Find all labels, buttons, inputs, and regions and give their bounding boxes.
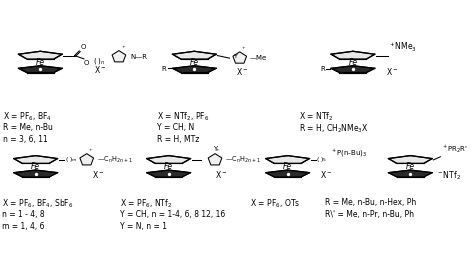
Text: Fe: Fe <box>348 58 357 67</box>
Text: Fe: Fe <box>31 162 40 171</box>
Text: Fe: Fe <box>36 58 45 67</box>
Polygon shape <box>80 154 93 165</box>
Text: R: R <box>162 67 166 73</box>
Text: X = PF$_6$, OTs: X = PF$_6$, OTs <box>250 198 301 210</box>
Text: O: O <box>80 44 86 50</box>
Text: Y = CH, n = 1-4, 6, 8 12, 16: Y = CH, n = 1-4, 6, 8 12, 16 <box>119 210 225 219</box>
Polygon shape <box>14 170 58 177</box>
Text: R = H, CH$_2$NMe$_3$X: R = H, CH$_2$NMe$_3$X <box>299 123 369 135</box>
Polygon shape <box>112 51 126 62</box>
Text: $^+$: $^+$ <box>216 148 221 153</box>
Polygon shape <box>331 66 375 73</box>
Text: $^+$: $^+$ <box>241 46 247 51</box>
Text: X = NTf$_2$: X = NTf$_2$ <box>299 110 334 123</box>
Text: Fe: Fe <box>190 58 199 67</box>
Polygon shape <box>147 156 191 163</box>
Text: —Me: —Me <box>250 55 267 61</box>
Text: X$^-$: X$^-$ <box>215 169 228 180</box>
Text: n = 1 - 4, 8: n = 1 - 4, 8 <box>2 210 45 219</box>
Text: X = PF$_6$, BF$_4$, SbF$_6$: X = PF$_6$, BF$_4$, SbF$_6$ <box>2 198 73 210</box>
Text: n = 3, 6, 11: n = 3, 6, 11 <box>3 135 48 144</box>
Text: Y = CH, N: Y = CH, N <box>157 123 194 132</box>
Text: Fe: Fe <box>283 162 292 171</box>
Text: X = PF$_6$, NTf$_2$: X = PF$_6$, NTf$_2$ <box>119 198 172 210</box>
Text: —C$_n$H$_{2n+1}$: —C$_n$H$_{2n+1}$ <box>225 155 261 165</box>
Polygon shape <box>147 170 191 177</box>
Text: X$^-$: X$^-$ <box>237 66 249 77</box>
Text: $^-$NTf$_2$: $^-$NTf$_2$ <box>436 170 461 182</box>
Text: $^+$NMe$_3$: $^+$NMe$_3$ <box>388 41 417 54</box>
Text: ($\;$)$_n$: ($\;$)$_n$ <box>93 56 105 66</box>
Text: N—R: N—R <box>130 54 147 60</box>
Text: Fe: Fe <box>164 162 173 171</box>
Text: Y = N, n = 1: Y = N, n = 1 <box>119 222 167 232</box>
Text: R = Me, n-Bu: R = Me, n-Bu <box>3 123 53 132</box>
Text: ($\;$)$_5$: ($\;$)$_5$ <box>316 155 328 164</box>
Text: m = 1, 4, 6: m = 1, 4, 6 <box>2 222 45 232</box>
Polygon shape <box>331 51 375 59</box>
Text: Y: Y <box>213 146 217 152</box>
Polygon shape <box>388 156 432 163</box>
Polygon shape <box>208 154 222 165</box>
Text: R = H, MTz: R = H, MTz <box>157 135 200 144</box>
Polygon shape <box>266 156 310 163</box>
Text: $^+$P(n-Bu)$_3$: $^+$P(n-Bu)$_3$ <box>330 147 367 159</box>
Text: Fe: Fe <box>406 162 415 171</box>
Polygon shape <box>173 66 216 73</box>
Polygon shape <box>18 66 62 73</box>
Text: R: R <box>320 67 325 73</box>
Text: X$^-$: X$^-$ <box>320 169 333 180</box>
Text: $^+$: $^+$ <box>88 148 94 153</box>
Text: X = NTf$_2$, PF$_6$: X = NTf$_2$, PF$_6$ <box>157 110 209 123</box>
Text: ($\;$)$_m$: ($\;$)$_m$ <box>65 155 77 164</box>
Polygon shape <box>18 51 62 59</box>
Polygon shape <box>173 51 216 59</box>
Text: $^+$: $^+$ <box>121 45 128 50</box>
Text: X$^-$: X$^-$ <box>385 66 398 77</box>
Text: Y: Y <box>234 54 238 59</box>
Text: $^+$PR$_2$R': $^+$PR$_2$R' <box>441 144 468 155</box>
Polygon shape <box>266 170 310 177</box>
Text: R = Me, n-Bu, n-Hex, Ph: R = Me, n-Bu, n-Hex, Ph <box>325 198 416 207</box>
Text: O: O <box>84 60 89 66</box>
Text: X = PF$_6$, BF$_4$: X = PF$_6$, BF$_4$ <box>3 110 52 123</box>
Polygon shape <box>233 52 246 63</box>
Text: X$^-$: X$^-$ <box>94 64 106 75</box>
Text: X$^-$: X$^-$ <box>91 169 104 180</box>
Text: —C$_n$H$_{2n+1}$: —C$_n$H$_{2n+1}$ <box>97 155 133 165</box>
Polygon shape <box>388 170 432 177</box>
Text: R\' = Me, n-Pr, n-Bu, Ph: R\' = Me, n-Pr, n-Bu, Ph <box>325 210 414 219</box>
Polygon shape <box>14 156 58 163</box>
